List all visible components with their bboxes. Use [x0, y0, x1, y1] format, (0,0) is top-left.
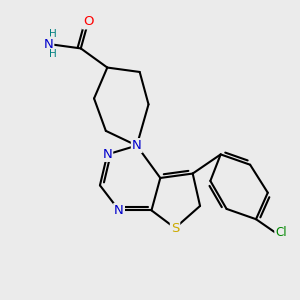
- Text: O: O: [83, 15, 93, 28]
- Text: N: N: [44, 38, 53, 50]
- Text: H: H: [49, 49, 57, 59]
- Text: N: N: [114, 204, 124, 217]
- Text: H: H: [49, 29, 57, 39]
- Text: S: S: [171, 221, 179, 235]
- Text: N: N: [102, 148, 112, 161]
- Text: Cl: Cl: [275, 226, 287, 239]
- Text: N: N: [132, 139, 142, 152]
